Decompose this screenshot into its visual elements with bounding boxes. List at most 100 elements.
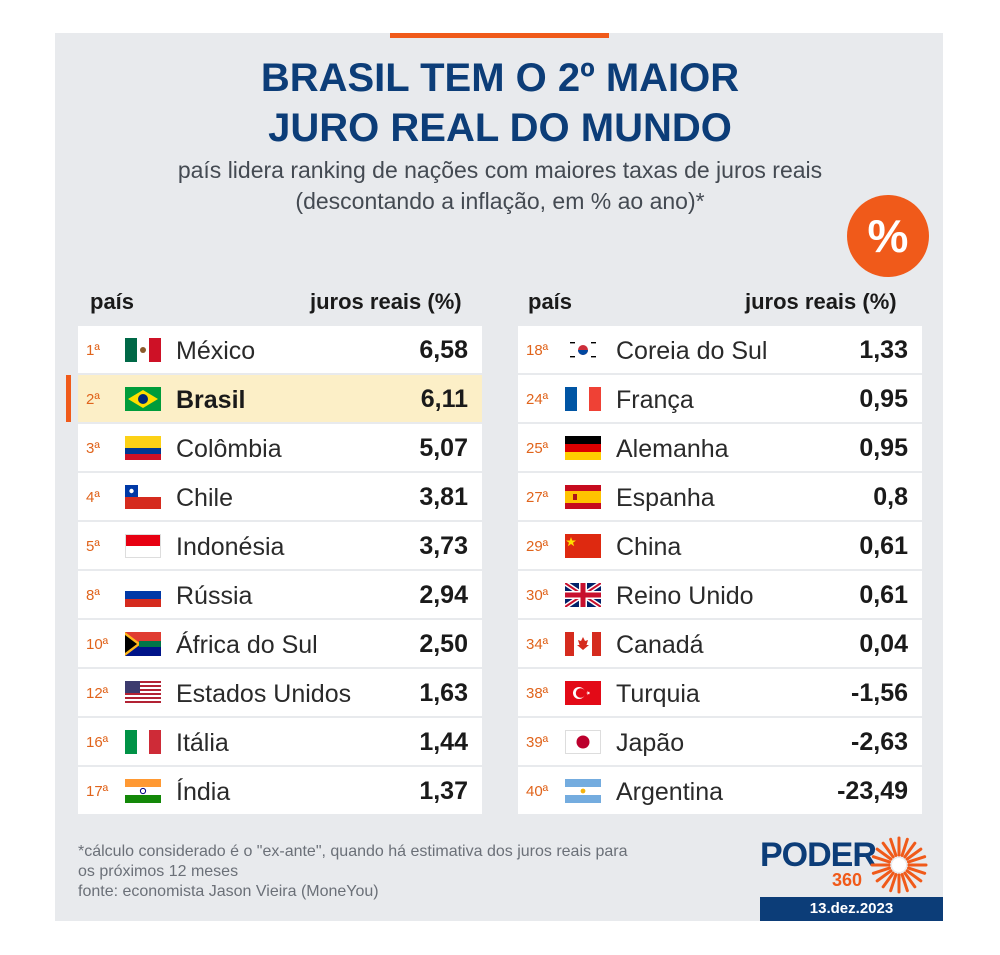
sun-ray [903, 871, 917, 889]
interest-rate-value: -1,56 [851, 679, 908, 707]
left-value-header: juros reais (%) [310, 289, 462, 314]
rank-label: 12ª [86, 685, 109, 702]
table-row: 18ª Coreia do Sul 1,33 [518, 326, 922, 375]
rank-label: 29ª [526, 538, 549, 555]
sun-ray [881, 841, 895, 859]
interest-rate-value: -23,49 [837, 777, 908, 805]
interest-rate-value: 6,58 [419, 336, 468, 364]
rank-label: 25ª [526, 440, 549, 457]
table-row: 2ª Brasil 6,11 [66, 375, 482, 424]
interest-rate-value: 3,73 [419, 532, 468, 560]
country-name: Espanha [616, 484, 715, 512]
table-row: 30ª Reino Unido 0,61 [518, 571, 922, 620]
table-row: 24ª França 0,95 [518, 375, 922, 424]
rank-label: 24ª [526, 391, 549, 408]
indonesia-flag-icon [125, 534, 161, 558]
sun-ray [903, 841, 917, 859]
south-korea-flag-icon [565, 338, 601, 362]
poder-logo-text: PODER [760, 836, 877, 874]
publication-date: 13.dez.2023 [760, 897, 943, 921]
argentina-flag-icon [565, 779, 601, 803]
interest-rate-value: 3,81 [419, 483, 468, 511]
interest-rate-value: 1,63 [419, 679, 468, 707]
rank-label: 38ª [526, 685, 549, 702]
country-name: África do Sul [176, 631, 318, 659]
rank-label: 8ª [86, 587, 100, 604]
sun-ray [871, 855, 891, 864]
title-line-2: JURO REAL DO MUNDO [268, 106, 732, 150]
table-row: 25ª Alemanha 0,95 [518, 424, 922, 473]
sun-ray [900, 873, 909, 893]
rank-label: 4ª [86, 489, 100, 506]
spain-flag-icon [565, 485, 601, 509]
interest-rate-value: 0,61 [859, 532, 908, 560]
mexico-flag-icon [125, 338, 161, 362]
table-row: 5ª Indonésia 3,73 [78, 522, 482, 571]
sun-ray [871, 866, 891, 875]
table-row: 34ª Canadá 0,04 [518, 620, 922, 669]
left-country-header: país [90, 289, 135, 314]
interest-rate-value: 0,04 [859, 630, 908, 658]
rank-label: 27ª [526, 489, 549, 506]
country-name: Japão [616, 729, 685, 757]
ranking-table-left: 1ª México 6,58 2ª Brasil 6,11 3ª Colômbia 5,07 4ª… [66, 326, 482, 816]
sun-ray [889, 873, 898, 893]
title-line-1: BRASIL TEM O 2º MAIOR [260, 56, 740, 100]
percent-icon: % [847, 195, 929, 277]
table-row: 12ª Estados Unidos 1,63 [78, 669, 482, 718]
rank-label: 18ª [526, 342, 549, 359]
subtitle-line-1: país lidera ranking de nações com maiore… [177, 157, 823, 183]
interest-rate-value: 5,07 [419, 434, 468, 462]
japan-flag-icon [565, 730, 601, 754]
table-row: 1ª México 6,58 [78, 326, 482, 375]
sun-logo-icon [870, 836, 928, 894]
country-name: Canadá [616, 631, 704, 659]
right-country-header: país [528, 289, 573, 314]
country-name: Coreia do Sul [616, 337, 768, 365]
canada-flag-icon [565, 632, 601, 656]
interest-rate-value: 0,8 [873, 483, 908, 511]
table-row: 4ª Chile 3,81 [78, 473, 482, 522]
brazil-flag-icon [125, 387, 161, 411]
table-row: 29ª China 0,61 [518, 522, 922, 571]
country-name: Argentina [616, 778, 724, 806]
france-flag-icon [565, 387, 601, 411]
country-name: Alemanha [616, 435, 729, 463]
turkey-flag-icon [565, 681, 601, 705]
sun-ray [875, 869, 893, 883]
source-note: fonte: economista Jason Vieira (MoneYou) [78, 883, 379, 900]
country-name: Chile [176, 484, 233, 512]
table-row: 8ª Rússia 2,94 [78, 571, 482, 620]
interest-rate-value: 1,33 [859, 336, 908, 364]
footnote: *cálculo considerado é o "ex-ante", quan… [78, 842, 718, 902]
rank-label: 10ª [86, 636, 109, 653]
interest-rate-value: 2,94 [419, 581, 468, 609]
sun-ray [875, 847, 893, 861]
country-name: Reino Unido [616, 582, 754, 610]
ranking-table-right: 18ª Coreia do Sul 1,33 24ª França 0,95 25ª Alem… [518, 326, 922, 816]
country-name: Indonésia [176, 533, 285, 561]
sun-ray [881, 871, 895, 889]
colombia-flag-icon [125, 436, 161, 460]
interest-rate-value: 6,11 [420, 385, 468, 413]
table-row: 10ª África do Sul 2,50 [78, 620, 482, 669]
country-name: China [616, 533, 682, 561]
rank-label: 3ª [86, 440, 100, 457]
table-row: 27ª Espanha 0,8 [518, 473, 922, 522]
table-row: 39ª Japão -2,63 [518, 718, 922, 767]
chile-flag-icon [125, 485, 161, 509]
sun-ray [900, 837, 909, 857]
germany-flag-icon [565, 436, 601, 460]
rank-label: 39ª [526, 734, 549, 751]
russia-flag-icon [125, 583, 161, 607]
india-flag-icon [125, 779, 161, 803]
country-name: Rússia [176, 582, 253, 610]
table-row: 3ª Colômbia 5,07 [78, 424, 482, 473]
interest-rate-value: 0,95 [859, 385, 908, 413]
rank-label: 16ª [86, 734, 109, 751]
sun-ray [905, 847, 923, 861]
interest-rate-value: 1,37 [419, 777, 468, 805]
country-name: França [616, 386, 694, 414]
rank-label: 5ª [86, 538, 100, 555]
sun-ray [907, 855, 927, 864]
